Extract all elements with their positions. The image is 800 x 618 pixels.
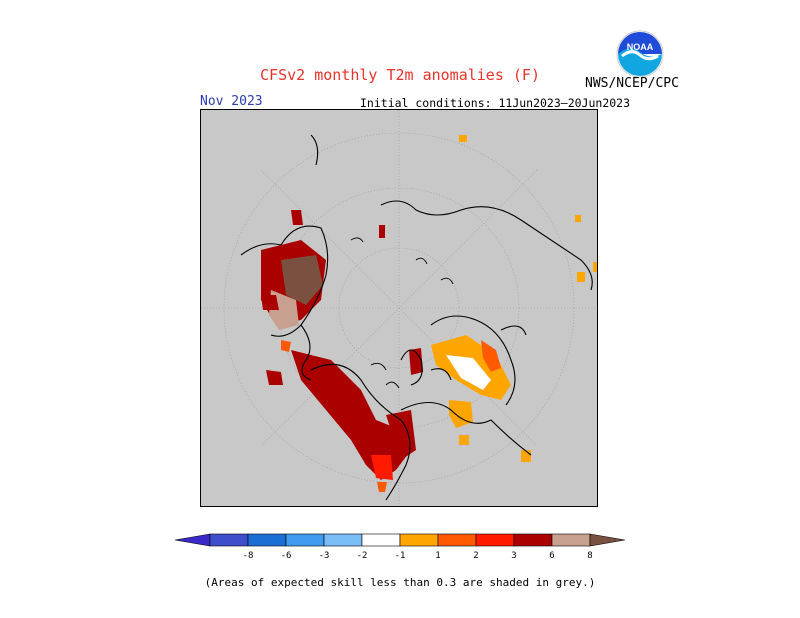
skill-footnote: (Areas of expected skill less than 0.3 a… <box>204 576 596 589</box>
polar-map-canvas <box>201 110 597 506</box>
colorbar-swatch <box>475 533 515 547</box>
colorbar-label: -8 <box>243 551 254 561</box>
colorbar-label: -2 <box>357 551 368 561</box>
colorbar-label: -1 <box>395 551 406 561</box>
svg-text:NOAA: NOAA <box>627 42 654 52</box>
initial-conditions: Initial conditions: 11Jun2023–20Jun2023 <box>360 96 631 110</box>
colorbar-label: 2 <box>473 551 478 561</box>
arctic-islands <box>350 237 454 389</box>
colorbar-label: -6 <box>281 551 292 561</box>
colorbar: -8 -6 -3 -2 -1 1 2 3 6 8 <box>174 533 626 561</box>
colorbar-label: 8 <box>587 551 592 561</box>
anomaly-north-america <box>261 210 416 492</box>
anomaly-eurasia <box>379 135 597 462</box>
colorbar-swatch <box>209 533 249 547</box>
colorbar-swatch <box>361 533 401 547</box>
colorbar-label: -3 <box>319 551 330 561</box>
credit-label: NWS/NCEP/CPC <box>585 76 679 91</box>
colorbar-swatch <box>399 533 439 547</box>
valid-month: Nov 2023 <box>200 94 263 109</box>
colorbar-swatch <box>551 533 591 547</box>
map-title: CFSv2 monthly T2m anomalies (F) <box>260 66 540 84</box>
colorbar-swatch <box>513 533 553 547</box>
noaa-logo: NOAA <box>616 30 664 78</box>
colorbar-swatch <box>247 533 287 547</box>
colorbar-swatch <box>285 533 325 547</box>
colorbar-swatch <box>437 533 477 547</box>
colorbar-arrow-high <box>589 533 626 547</box>
polar-map <box>200 109 598 507</box>
colorbar-label: 6 <box>549 551 554 561</box>
coastlines <box>240 134 593 501</box>
colorbar-label: 3 <box>511 551 516 561</box>
colorbar-label: 1 <box>435 551 440 561</box>
colorbar-swatch <box>323 533 363 547</box>
colorbar-arrow-low <box>174 533 211 547</box>
